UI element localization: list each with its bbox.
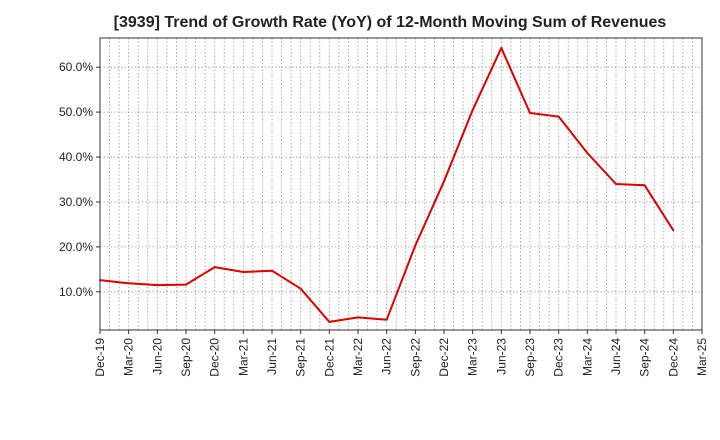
series-layer	[99, 46, 675, 323]
grid-lines	[100, 38, 702, 330]
data-point	[213, 266, 216, 269]
x-tick-label: Mar-24	[580, 338, 594, 376]
data-point	[156, 284, 159, 287]
x-tick-label: Dec-23	[552, 338, 566, 377]
y-tick-label: 40.0%	[59, 150, 93, 164]
data-point	[471, 108, 474, 111]
x-tick-label: Mar-22	[351, 338, 365, 376]
x-tick-label: Mar-23	[466, 338, 480, 376]
y-tick-label: 50.0%	[59, 105, 93, 119]
chart-title: [3939] Trend of Growth Rate (YoY) of 12-…	[113, 14, 667, 31]
x-tick-label: Sep-22	[408, 338, 422, 377]
data-point	[414, 244, 417, 247]
x-tick-label: Dec-22	[437, 338, 451, 377]
y-tick-label: 20.0%	[59, 240, 93, 254]
x-tick-label: Jun-23	[494, 338, 508, 375]
y-tick-label: 10.0%	[59, 285, 93, 299]
x-axis: Dec-19 Mar-20 Jun-20 Sep-20 Dec-20 Mar-21 Jun-…	[93, 330, 709, 377]
data-point	[127, 282, 130, 285]
data-point	[328, 320, 331, 323]
data-point	[643, 184, 646, 187]
x-tick-label: Dec-21	[322, 338, 336, 377]
data-point	[385, 318, 388, 321]
plot-frame	[99, 37, 703, 331]
x-tick-label: Sep-24	[638, 338, 652, 377]
data-point	[500, 46, 503, 49]
x-tick-label: Dec-20	[208, 338, 222, 377]
data-point	[557, 115, 560, 118]
y-tick-label: 60.0%	[59, 60, 93, 74]
data-point	[615, 183, 617, 185]
data-point	[271, 269, 273, 272]
data-point	[672, 229, 675, 232]
x-tick-label: Dec-24	[666, 338, 680, 377]
data-point	[357, 316, 359, 319]
data-point	[443, 180, 445, 183]
y-axis: 10.0% 20.0% 30.0% 40.0% 50.0% 60.0%	[59, 60, 100, 299]
x-tick-label: Sep-23	[523, 338, 537, 377]
x-tick-label: Sep-21	[294, 338, 308, 377]
x-tick-label: Jun-24	[609, 338, 623, 375]
data-point	[185, 283, 187, 286]
y-tick-label: 30.0%	[59, 195, 93, 209]
x-tick-label: Sep-20	[179, 338, 193, 377]
data-point	[529, 112, 531, 115]
x-tick-label: Mar-21	[236, 338, 250, 376]
x-tick-label: Mar-25	[695, 338, 709, 376]
data-point	[242, 271, 245, 274]
data-point	[299, 287, 302, 290]
x-tick-label: Jun-21	[265, 338, 279, 375]
x-tick-label: Jun-22	[380, 338, 394, 375]
x-tick-label: Dec-19	[93, 338, 107, 377]
data-point	[586, 152, 589, 155]
x-tick-label: Jun-20	[150, 338, 164, 375]
x-tick-label: Mar-20	[122, 338, 136, 376]
